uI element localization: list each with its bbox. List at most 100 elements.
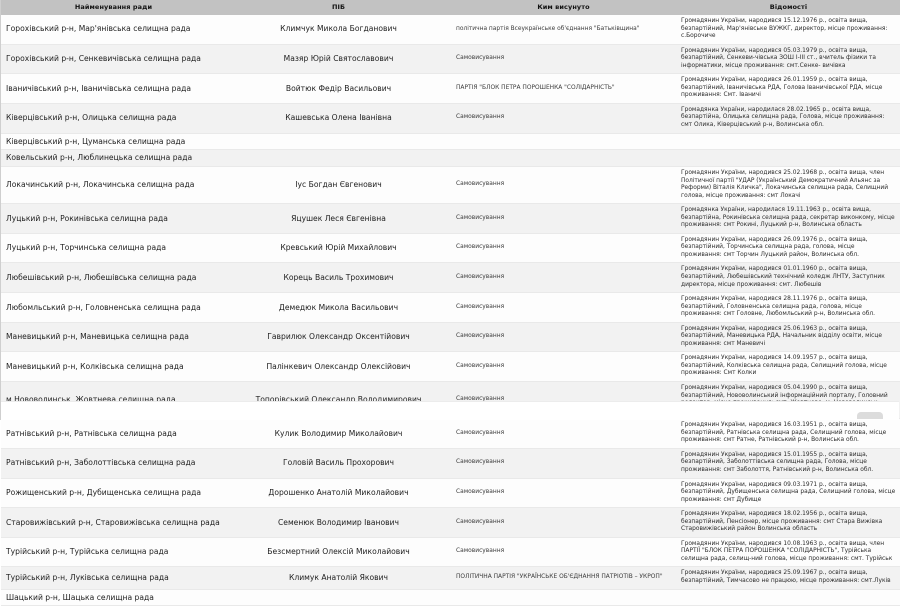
cell-rada: Горохівський р-н, Сенкевичівська селищна… <box>1 44 226 75</box>
table-header-row: Найменування ради ПІБ Ким висунуто Відом… <box>1 0 900 15</box>
cell-vidomosti: Громадянин України, народився 16.03.1951… <box>676 418 900 449</box>
cell-rada: Шацький р-н, Шацька селищна рада <box>1 589 226 606</box>
cell-rada: Маневицький р-н, Маневицька селищна рада <box>1 322 226 353</box>
cell-vysunuto: ПАРТІЯ "БЛОК ПЕТРА ПОРОШЕНКА "СОЛІДАРНІС… <box>451 73 676 104</box>
cell-vidomosti: Громадянин України, народився 26.01.1959… <box>676 73 900 104</box>
cell-vidomosti: Громадянин України, народився 15.01.1955… <box>676 448 900 479</box>
cell-vysunuto: Самовисування <box>451 448 676 479</box>
cell-rada: Ківерцівський р-н, Олицька селищна рада <box>1 103 226 134</box>
cell-vidomosti: Громадянка України, народилася 28.02.196… <box>676 103 900 134</box>
table-row[interactable]: Турійський р-н, Турійська селищна рада Бе… <box>1 537 900 568</box>
cell-vysunuto: Самовисування <box>451 292 676 323</box>
column-header-rada[interactable]: Найменування ради <box>1 0 226 15</box>
cell-vidomosti: Громадянин України, народився 28.11.1976… <box>676 292 900 323</box>
cell-vidomosti: Громадянка України, народилася 19.11.196… <box>676 203 900 234</box>
column-header-vidomosti[interactable]: Відомості <box>676 0 900 15</box>
cell-rada: Маневицький р-н, Колківська селищна рада <box>1 351 226 383</box>
cell-vidomosti: Громадянин України, народився 01.01.1960… <box>676 262 900 294</box>
cell-rada: Іваничівський р-н, Іваничівська селищна … <box>1 73 226 104</box>
cell-rada: Турійський р-н, Луківська селищна рада <box>1 566 226 590</box>
table-row[interactable]: Старовижівський р-н, Старовижівська сели… <box>1 507 900 538</box>
cell-pib: Гаврилюк Олександр Оксентійович <box>226 322 451 353</box>
table-header: Найменування ради ПІБ Ким висунуто Відом… <box>1 0 900 15</box>
cell-vysunuto: Самовисування <box>451 262 676 294</box>
table-row[interactable]: Рожищенський р-н, Дубищенська селищна ра… <box>1 478 900 509</box>
cell-pib: Демедюк Микола Васильович <box>226 292 451 323</box>
cell-vysunuto: Самовисування <box>451 233 676 264</box>
cell-pib <box>226 589 451 606</box>
cell-vidomosti: Громадянин України, народився 25.06.1963… <box>676 322 900 353</box>
cell-vysunuto: політична партія Всеукраїнське об'єднанн… <box>451 15 676 45</box>
cell-vidomosti <box>676 133 900 151</box>
table-row[interactable]: Іваничівський р-н, Іваничівська селищна … <box>1 73 900 104</box>
cell-vidomosti: Громадянин України, народився 09.03.1971… <box>676 478 900 509</box>
cell-vysunuto: Самовисування <box>451 203 676 234</box>
table-row[interactable]: Маневицький р-н, Маневицька селищна рада… <box>1 322 900 353</box>
cell-vysunuto: Самовисування <box>451 537 676 568</box>
cell-vysunuto: Самовисування <box>451 478 676 509</box>
cell-rada: Любомльський р-н, Головненська селищна р… <box>1 292 226 323</box>
table-row[interactable]: Горохівський р-н, Мар'янівська селищна р… <box>1 15 900 45</box>
table-row[interactable]: Ківерцівський р-н, Цуманська селищна рад… <box>1 133 900 151</box>
cell-rada: Луцький р-н, Торчинська селищна рада <box>1 233 226 264</box>
cell-vysunuto <box>451 589 676 606</box>
table-row[interactable]: Маневицький р-н, Колківська селищна рада… <box>1 351 900 383</box>
cell-vidomosti: Громадянин України, народився 14.09.1957… <box>676 351 900 383</box>
cell-vysunuto: Самовисування <box>451 351 676 383</box>
cell-pib: Палінкевич Олександр Олексійович <box>226 351 451 383</box>
cell-rada: Локачинський р-н, Локачинська селищна ра… <box>1 166 226 205</box>
cell-rada: Горохівський р-н, Мар'янівська селищна р… <box>1 15 226 45</box>
cell-pib: Яцушек Леся Євгенівна <box>226 203 451 234</box>
table-row[interactable]: Любешівський р-н, Любешівська селищна ра… <box>1 262 900 294</box>
cell-vysunuto: Самовисування <box>451 166 676 205</box>
cell-rada: Старовижівський р-н, Старовижівська сели… <box>1 507 226 538</box>
cell-vidomosti: Громадянин України, народився 10.08.1963… <box>676 537 900 568</box>
table-row[interactable]: Ратнівський р-н, Ратнівська селищна рада… <box>1 418 900 449</box>
cell-pib: Климук Анатолій Якович <box>226 566 451 590</box>
cell-vidomosti: Громадянин України, народився 18.02.1956… <box>676 507 900 538</box>
cell-pib: Кулик Володимир Миколайович <box>226 418 451 449</box>
cell-vysunuto: Самовисування <box>451 103 676 134</box>
table-row[interactable]: Луцький р-н, Торчинська селищна рада Крев… <box>1 233 900 264</box>
scroll-nub[interactable] <box>857 412 883 419</box>
cell-vysunuto: Самовисування <box>451 507 676 538</box>
table-row[interactable]: Локачинський р-н, Локачинська селищна ра… <box>1 166 900 205</box>
table-row[interactable]: Ковельський р-н, Люблинецька селищна рад… <box>1 149 900 167</box>
table-row[interactable]: Горохівський р-н, Сенкевичівська селищна… <box>1 44 900 75</box>
cell-vidomosti <box>676 149 900 167</box>
cell-rada: Ковельський р-н, Люблинецька селищна рад… <box>1 149 226 167</box>
footer-strip <box>1 401 899 420</box>
cell-pib: Кревський Юрій Михайлович <box>226 233 451 264</box>
column-header-vysunuto[interactable]: Ким висунуто <box>451 0 676 15</box>
cell-pib: Мазяр Юрій Святославович <box>226 44 451 75</box>
cell-rada: Любешівський р-н, Любешівська селищна ра… <box>1 262 226 294</box>
table-row[interactable]: Любомльський р-н, Головненська селищна р… <box>1 292 900 323</box>
table-row[interactable]: Турійський р-н, Луківська селищна рада Кл… <box>1 566 900 590</box>
cell-pib: Корець Василь Трохимович <box>226 262 451 294</box>
cell-vidomosti: Громадянин України, народився 05.03.1979… <box>676 44 900 75</box>
cell-vidomosti <box>676 589 900 606</box>
table-row[interactable]: Ківерцівський р-н, Олицька селищна рада К… <box>1 103 900 134</box>
table-row[interactable]: Шацький р-н, Шацька селищна рада <box>1 589 900 606</box>
cell-pib: Войтюк Федір Васильович <box>226 73 451 104</box>
cell-vidomosti: Громадянин України, народився 15.12.1976… <box>676 15 900 45</box>
cell-rada: Ратнівський р-н, Ратнівська селищна рада <box>1 418 226 449</box>
table-row[interactable]: Луцький р-н, Рокинівська селищна рада Яцу… <box>1 203 900 234</box>
column-header-pib[interactable]: ПІБ <box>226 0 451 15</box>
table-row[interactable]: Ратнівський р-н, Заболоттівська селищна … <box>1 448 900 479</box>
table-body: Горохівський р-н, Мар'янівська селищна р… <box>1 15 900 606</box>
cell-pib: Безсмертний Олексій Миколайович <box>226 537 451 568</box>
cell-pib: Дорошенко Анатолій Миколайович <box>226 478 451 509</box>
cell-vysunuto <box>451 149 676 167</box>
cell-vysunuto: Самовисування <box>451 418 676 449</box>
cell-vysunuto: Самовисування <box>451 44 676 75</box>
cell-vidomosti: Громадянин України, народився 26.09.1976… <box>676 233 900 264</box>
cell-pib: Іус Богдан Євгенович <box>226 166 451 205</box>
cell-pib: Климчук Микола Богданович <box>226 15 451 45</box>
cell-pib <box>226 149 451 167</box>
cell-rada: Луцький р-н, Рокинівська селищна рада <box>1 203 226 234</box>
cell-pib <box>226 133 451 151</box>
cell-vidomosti: Громадянин України, народився 25.09.1967… <box>676 566 900 590</box>
